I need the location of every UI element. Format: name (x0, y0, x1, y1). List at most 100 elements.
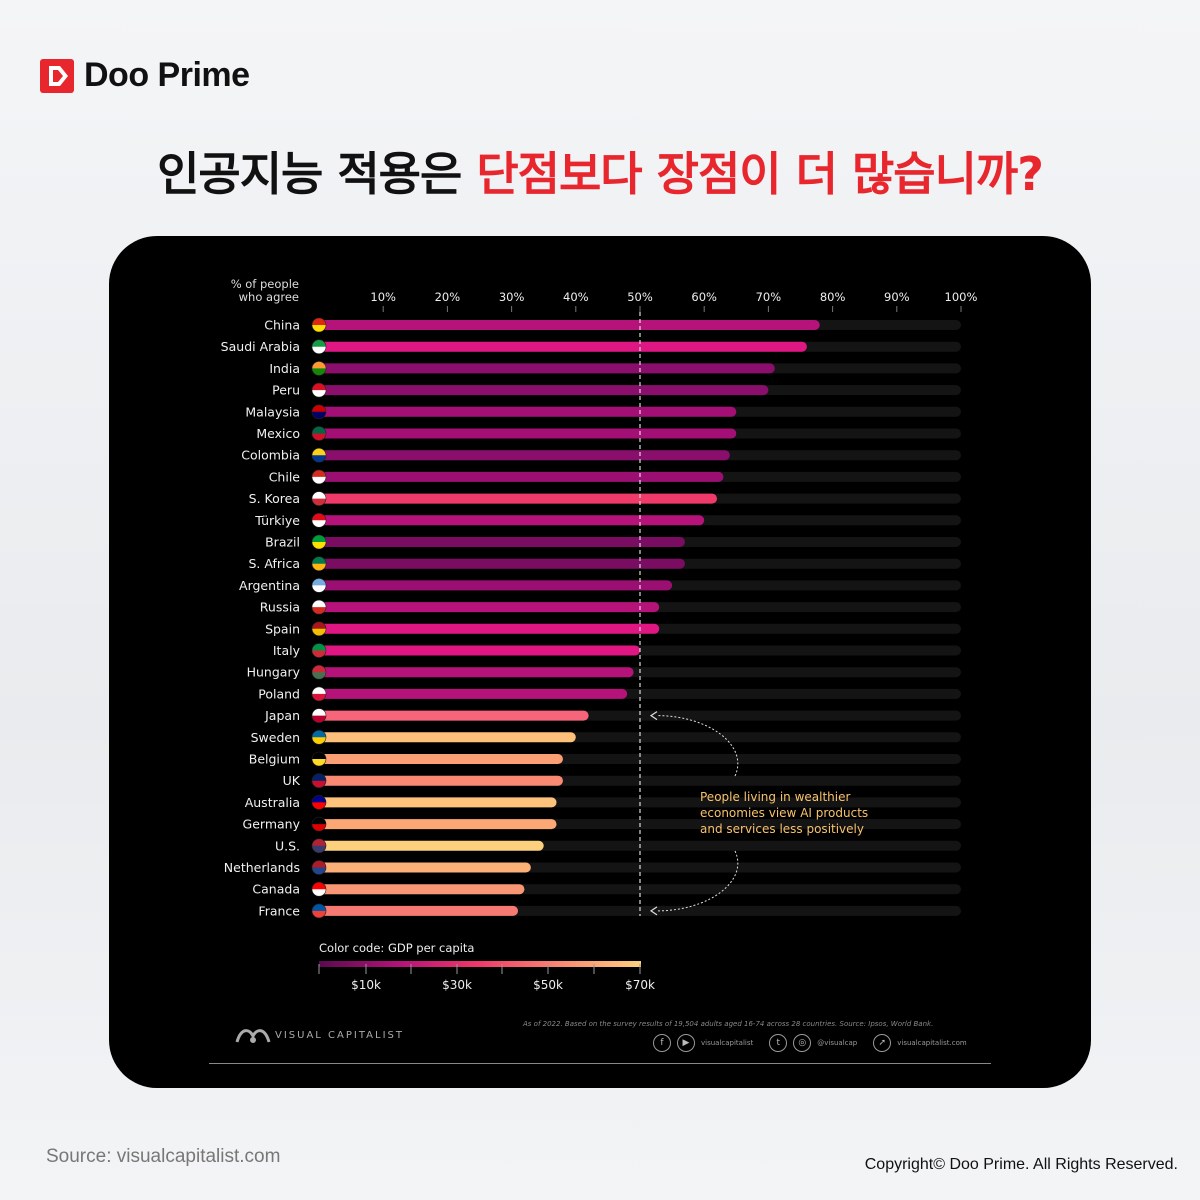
flag-bottom (312, 650, 326, 658)
y-axis-label-line1: % of people (231, 277, 299, 291)
flag-ring (311, 838, 327, 854)
legend-tick-label: $30k (442, 978, 472, 992)
category-label: China (264, 318, 300, 333)
social-handle-2: @visualcap (817, 1039, 858, 1047)
flag-bottom (312, 542, 326, 549)
flag-ring (311, 881, 327, 897)
category-label: Spain (265, 621, 300, 636)
flag-ring (311, 751, 327, 767)
flag-icon (311, 729, 327, 745)
x-tick-label: 80% (820, 290, 846, 304)
flag-icon (311, 426, 327, 441)
social-handle-3[interactable]: visualcapitalist.com (897, 1039, 967, 1047)
category-label: Mexico (256, 426, 300, 441)
flag-icon (311, 404, 327, 420)
flag-bottom (312, 476, 326, 484)
flag-bottom (312, 845, 326, 853)
category-label: Australia (245, 795, 300, 810)
flag-ring (311, 382, 327, 398)
annotation-arrow-bottom (656, 850, 739, 912)
publisher-name: VISUAL CAPITALIST (275, 1029, 404, 1041)
pointer-icon[interactable]: ➚ (873, 1034, 892, 1052)
flag-icon (311, 512, 327, 528)
flag-icon (311, 751, 327, 767)
flag-ring (311, 578, 327, 593)
bar (319, 819, 557, 830)
youtube-icon[interactable]: ▶ (677, 1034, 695, 1052)
flag-ring (311, 686, 327, 702)
annotation-text: People living in wealthier (700, 790, 850, 804)
category-label: Argentina (239, 578, 300, 593)
category-label: France (258, 903, 300, 918)
flag-bottom (312, 607, 326, 615)
flag-ring (311, 621, 327, 637)
annotation-text: and services less positively (700, 822, 864, 836)
flag-icon (311, 621, 327, 637)
flag-ring (311, 773, 327, 789)
category-label: Russia (260, 600, 300, 615)
bar (319, 884, 525, 895)
bar (319, 341, 807, 352)
bar (319, 797, 557, 808)
flag-bottom (312, 325, 326, 332)
flag-icon (311, 903, 327, 919)
page-title: 인공지능 적용은 단점보다 장점이 더 많습니까? (0, 138, 1200, 204)
flag-icon (311, 643, 327, 658)
publisher-logo: VISUAL CAPITALIST (235, 1024, 404, 1046)
flag-ring (311, 534, 327, 550)
annotation-arrow-top (656, 715, 739, 777)
bar (319, 515, 705, 526)
x-tick-label: 90% (884, 290, 910, 304)
bar (319, 645, 640, 656)
category-label: Belgium (249, 752, 300, 767)
flag-ring (311, 816, 327, 832)
flag-icon (311, 664, 327, 680)
color-legend-title: Color code: GDP per capita (319, 941, 474, 955)
flag-ring (311, 512, 327, 528)
flag-ring (311, 599, 327, 615)
flag-ring (311, 795, 327, 810)
category-label: Brazil (265, 535, 300, 550)
flag-ring (311, 708, 327, 723)
flag-icon (311, 491, 327, 506)
flag-bottom (312, 433, 326, 441)
bar (319, 580, 673, 591)
x-tick-label: 60% (691, 290, 717, 304)
flag-ring (311, 426, 327, 441)
flag-icon (311, 881, 327, 897)
category-label: Canada (252, 882, 300, 897)
brand-name: Doo Prime (84, 56, 250, 94)
flag-icon (311, 469, 327, 485)
bar (319, 471, 724, 482)
bar (319, 667, 634, 678)
bar (319, 840, 544, 851)
category-label: Netherlands (224, 860, 300, 875)
flag-icon (311, 382, 327, 398)
social-links: f ▶ visualcapitalist t ◎ @visualcap ➚ vi… (653, 1034, 977, 1052)
flag-ring (311, 643, 327, 658)
flag-bottom (312, 498, 326, 506)
category-label: Saudi Arabia (221, 339, 300, 354)
flag-ring (311, 361, 327, 376)
x-tick-label: 10% (370, 290, 396, 304)
flag-bottom (312, 672, 326, 680)
facebook-icon[interactable]: f (653, 1034, 671, 1052)
copyright-text: Copyright© Doo Prime. All Rights Reserve… (864, 1156, 1178, 1173)
visual-capitalist-logo-icon (235, 1029, 271, 1043)
flag-ring (311, 860, 327, 875)
headline-part2: 단점보다 장점이 더 많습니까? (476, 147, 1044, 201)
flag-bottom (312, 759, 326, 766)
flag-bottom (312, 715, 326, 723)
bar (319, 320, 820, 330)
color-legend-bar (319, 961, 641, 967)
category-label: Germany (243, 817, 301, 832)
bar (319, 732, 576, 743)
twitter-icon[interactable]: t (769, 1034, 788, 1052)
flag-bottom (312, 368, 326, 376)
footer-divider (209, 1063, 991, 1064)
flag-icon (311, 534, 327, 550)
instagram-icon[interactable]: ◎ (793, 1034, 812, 1052)
flag-icon (311, 317, 327, 333)
legend-tick-label: $50k (533, 978, 563, 992)
